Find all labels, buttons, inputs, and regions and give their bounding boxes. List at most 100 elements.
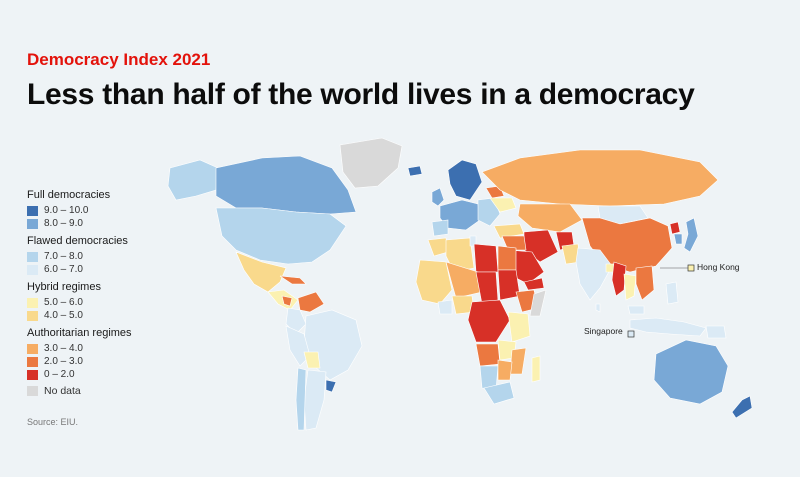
region-chile	[295, 367, 307, 431]
legend-nodata-label: No data	[44, 385, 81, 397]
legend-label: 7.0 – 8.0	[44, 251, 83, 262]
legend-label: 2.0 – 3.0	[44, 356, 83, 367]
region-iceland	[407, 165, 423, 177]
legend-swatch	[27, 251, 38, 262]
legend-label: 9.0 – 10.0	[44, 205, 89, 216]
legend-nodata: No data	[27, 385, 187, 397]
region-east-africa	[507, 311, 531, 343]
region-peru	[285, 325, 311, 367]
legend-title-flawed: Flawed democracies	[27, 235, 128, 247]
legend-item: 2.0 – 3.0	[27, 355, 187, 368]
legend-swatch	[27, 369, 38, 380]
region-bolivia	[303, 351, 321, 369]
singapore-label: Singapore	[584, 326, 623, 336]
legend: Full democracies 9.0 – 10.0 8.0 – 9.0 Fl…	[27, 188, 187, 397]
legend-group-flawed: Flawed democracies 7.0 – 8.0 6.0 – 7.0	[27, 234, 187, 276]
region-north-korea	[669, 221, 681, 235]
region-mexico	[235, 251, 287, 293]
region-somalia	[529, 289, 547, 317]
region-western-europe	[439, 199, 481, 231]
legend-swatch	[27, 356, 38, 367]
legend-item: 3.0 – 4.0	[27, 342, 187, 355]
region-iraq-syria	[501, 235, 527, 251]
legend-item: 9.0 – 10.0	[27, 204, 187, 217]
region-usa	[215, 207, 347, 265]
region-yemen	[523, 277, 545, 291]
legend-group-hybrid: Hybrid regimes 5.0 – 6.0 4.0 – 5.0	[27, 280, 187, 322]
region-libya	[473, 243, 499, 273]
legend-title-full: Full democracies	[27, 189, 111, 201]
region-vietnam-laos	[635, 265, 655, 301]
legend-label: 3.0 – 4.0	[44, 343, 83, 354]
legend-swatch	[27, 310, 38, 321]
region-egypt	[497, 245, 517, 271]
region-iberia	[431, 219, 449, 237]
region-alaska	[167, 159, 219, 201]
legend-label: 8.0 – 9.0	[44, 218, 83, 229]
region-philippines	[665, 281, 679, 305]
region-argentina	[303, 369, 327, 431]
legend-swatch	[27, 264, 38, 275]
source-note: Source: EIU.	[27, 417, 79, 427]
region-india	[575, 247, 613, 301]
region-colombia	[285, 307, 307, 335]
region-central-africa	[467, 299, 511, 343]
legend-item: 0 – 2.0	[27, 368, 187, 381]
region-greenland	[339, 137, 403, 189]
hong-kong-marker	[687, 264, 695, 272]
region-mali-niger	[445, 261, 483, 299]
region-canada	[215, 155, 357, 215]
legend-swatch	[27, 343, 38, 354]
region-ukraine	[489, 197, 517, 213]
region-png	[705, 325, 727, 339]
region-western-africa	[415, 259, 453, 305]
region-sri-lanka	[595, 303, 601, 313]
region-mozambique	[509, 347, 527, 375]
region-sudan	[497, 269, 521, 301]
region-cuba	[279, 275, 307, 285]
region-uk	[431, 187, 445, 207]
legend-title-authoritarian: Authoritarian regimes	[27, 327, 132, 339]
legend-item: 6.0 – 7.0	[27, 263, 187, 276]
legend-item: 8.0 – 9.0	[27, 217, 187, 230]
region-malaysia	[627, 305, 645, 315]
region-indonesia	[629, 317, 707, 337]
region-venezuela	[297, 291, 325, 313]
region-brazil	[303, 309, 363, 381]
legend-swatch	[27, 218, 38, 229]
legend-swatch-nodata	[27, 386, 38, 396]
region-japan	[683, 217, 699, 253]
chart-title: Less than half of the world lives in a d…	[27, 78, 695, 111]
region-ghana	[437, 299, 453, 315]
region-south-korea	[673, 233, 683, 245]
region-angola	[475, 343, 501, 367]
region-chad	[475, 271, 499, 305]
region-nicaragua	[281, 295, 293, 307]
chart-kicker: Democracy Index 2021	[27, 50, 211, 69]
region-new-zealand	[731, 395, 753, 419]
region-madagascar	[531, 355, 541, 383]
region-russia	[481, 149, 719, 207]
legend-group-authoritarian: Authoritarian regimes 3.0 – 4.0 2.0 – 3.…	[27, 326, 187, 381]
region-morocco	[427, 237, 449, 257]
legend-swatch	[27, 297, 38, 308]
region-scandinavia	[447, 159, 483, 201]
legend-item: 5.0 – 6.0	[27, 296, 187, 309]
region-kazakhstan	[517, 203, 583, 233]
legend-label: 0 – 2.0	[44, 369, 75, 380]
legend-label: 4.0 – 5.0	[44, 310, 83, 321]
legend-item: 4.0 – 5.0	[27, 309, 187, 322]
region-botswana-zim	[497, 359, 513, 381]
hong-kong-label: Hong Kong	[697, 262, 740, 272]
legend-title-hybrid: Hybrid regimes	[27, 281, 101, 293]
legend-item: 7.0 – 8.0	[27, 250, 187, 263]
legend-swatch	[27, 205, 38, 216]
region-south-africa	[483, 381, 515, 405]
region-australia	[653, 339, 729, 405]
legend-label: 6.0 – 7.0	[44, 264, 83, 275]
legend-label: 5.0 – 6.0	[44, 297, 83, 308]
region-myanmar	[611, 261, 627, 297]
legend-group-full: Full democracies 9.0 – 10.0 8.0 – 9.0	[27, 188, 187, 230]
singapore-marker	[627, 330, 635, 338]
